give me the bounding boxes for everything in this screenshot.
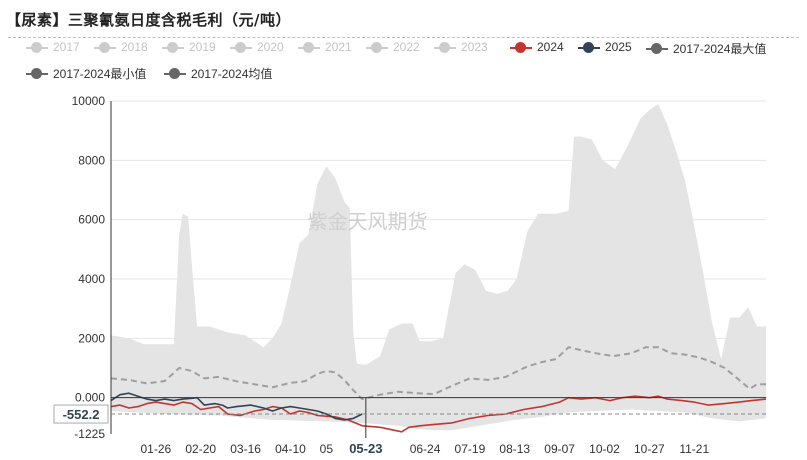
- legend-label: 2019: [189, 40, 216, 54]
- legend-marker-icon: [26, 41, 48, 53]
- legend-label: 2017-2024最小值: [53, 67, 147, 81]
- y-tick-label-min: -1225: [74, 427, 105, 441]
- series-line-2017-2024均值: [110, 346, 766, 401]
- legend-item-2017-2024最小值[interactable]: 2017-2024最小值: [26, 65, 146, 82]
- y-tick-label: 8000: [78, 153, 105, 167]
- series-line-2025: [110, 392, 363, 421]
- y-tick-label: 2000: [78, 331, 105, 345]
- legend-label: 2018: [121, 40, 148, 54]
- legend-marker-icon: [164, 68, 186, 80]
- legend-marker-icon: [510, 41, 532, 53]
- legend-marker-icon: [230, 41, 252, 53]
- y-tick-label: 0.000: [75, 391, 105, 405]
- legend-label: 2020: [257, 40, 284, 54]
- legend-marker-icon: [578, 41, 600, 53]
- x-tick-label: 02-20: [185, 442, 216, 456]
- x-tick-label: 09-07: [544, 442, 575, 456]
- legend-item-2017-2024最大值[interactable]: 2017-2024最大值: [646, 40, 766, 57]
- legend-marker-icon: [162, 41, 184, 53]
- x-tick-label: 07-19: [455, 442, 486, 456]
- x-tick-label: 04-10: [275, 442, 306, 456]
- legend-item-2025[interactable]: 2025: [578, 40, 632, 54]
- legend-item-2017[interactable]: 2017: [26, 40, 80, 54]
- range-band-area: [111, 104, 766, 431]
- legend-label: 2021: [325, 40, 352, 54]
- legend-item-2023[interactable]: 2023: [434, 40, 488, 54]
- legend-marker-icon: [298, 41, 320, 53]
- legend-item-2017-2024均值[interactable]: 2017-2024均值: [164, 65, 272, 82]
- legend-item-2018[interactable]: 2018: [94, 40, 148, 54]
- crosshair-label: -552.2: [63, 407, 100, 422]
- x-tick-label: 10-02: [589, 442, 620, 456]
- legend-label: 2023: [461, 40, 488, 54]
- x-tick-label: 10-27: [634, 442, 665, 456]
- y-tick-label: 4000: [78, 272, 105, 286]
- legend-marker-icon: [94, 41, 116, 53]
- x-tick-label: 08-13: [499, 442, 530, 456]
- legend-item-2024[interactable]: 2024: [510, 40, 564, 54]
- legend-label: 2017: [53, 40, 80, 54]
- chart-title: 【尿素】三聚氰氨日度含税毛利（元/吨）: [6, 11, 291, 29]
- legend-item-2021[interactable]: 2021: [298, 40, 352, 54]
- x-tick-label: 11-21: [679, 442, 709, 456]
- y-tick-label: 10000: [72, 94, 106, 108]
- x-tick-label: 01-26: [141, 442, 172, 456]
- x-tick-label-highlight: 05-23: [349, 441, 382, 456]
- legend-label: 2022: [393, 40, 420, 54]
- x-tick-label: 03-16: [230, 442, 261, 456]
- legend-marker-icon: [366, 41, 388, 53]
- crosshair-label-box: [53, 404, 109, 424]
- title-divider: [8, 37, 799, 38]
- watermark: 紫金天风期货: [308, 210, 428, 234]
- legend-label: 2025: [605, 40, 632, 54]
- x-tick-label: 06-24: [410, 442, 441, 456]
- legend-label: 2017-2024均值: [191, 67, 273, 81]
- legend-marker-icon: [646, 43, 668, 55]
- legend-item-2019[interactable]: 2019: [162, 40, 216, 54]
- legend-label: 2024: [537, 40, 564, 54]
- legend-label: 2017-2024最大值: [673, 42, 767, 56]
- legend-marker-icon: [26, 68, 48, 80]
- legend-item-2020[interactable]: 2020: [230, 40, 284, 54]
- x-tick-label: 05: [320, 442, 334, 456]
- legend-item-2022[interactable]: 2022: [366, 40, 420, 54]
- legend-marker-icon: [434, 41, 456, 53]
- y-tick-label: 6000: [78, 213, 105, 227]
